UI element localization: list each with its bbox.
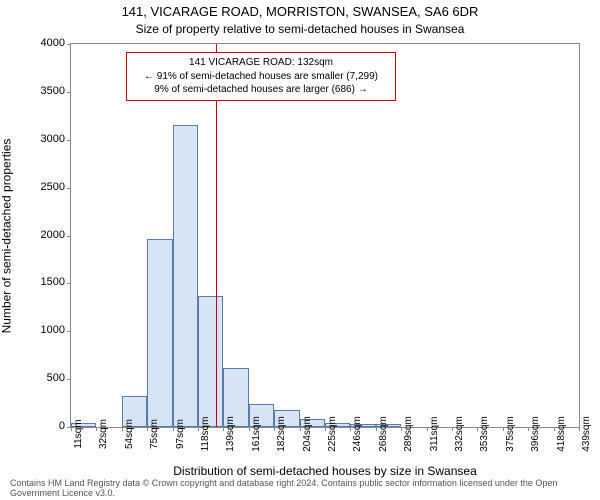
x-tick-label: 118sqm: [200, 417, 211, 452]
y-tick-label: 2000: [25, 229, 65, 241]
y-tick: [67, 140, 71, 141]
x-tick: [198, 427, 199, 431]
x-tick: [376, 427, 377, 431]
y-tick-label: 1000: [25, 324, 65, 336]
plot-area: 141 VICARAGE ROAD: 132sqm← 91% of semi-d…: [70, 43, 580, 428]
x-tick-label: 97sqm: [175, 419, 186, 449]
x-tick-label: 332sqm: [454, 416, 465, 452]
x-tick-label: 268sqm: [378, 416, 389, 452]
chart-page: { "chart": { "type": "histogram", "title…: [0, 0, 600, 500]
x-tick-label: 161sqm: [251, 416, 262, 452]
y-tick-label: 3000: [25, 133, 65, 145]
y-tick-label: 3500: [25, 85, 65, 97]
x-tick: [325, 427, 326, 431]
y-axis-label: Number of semi-detached properties: [0, 138, 13, 333]
x-tick-label: 289sqm: [403, 416, 414, 452]
annotation-line: ← 91% of semi-detached houses are smalle…: [129, 70, 393, 84]
x-tick-label: 246sqm: [352, 416, 363, 452]
x-axis-label: Distribution of semi-detached houses by …: [70, 464, 580, 478]
x-tick-label: 311sqm: [429, 417, 440, 452]
x-tick-label: 11sqm: [73, 419, 84, 448]
x-tick: [122, 427, 123, 431]
annotation-line: 9% of semi-detached houses are larger (6…: [129, 83, 393, 97]
y-tick: [67, 188, 71, 189]
y-tick: [67, 331, 71, 332]
y-tick: [67, 283, 71, 284]
x-tick-label: 139sqm: [225, 416, 236, 452]
x-tick: [300, 427, 301, 431]
reference-line: [216, 44, 217, 427]
x-tick-label: 32sqm: [98, 419, 109, 449]
chart-subtitle: Size of property relative to semi-detach…: [0, 22, 600, 36]
y-tick: [67, 44, 71, 45]
y-tick-label: 2500: [25, 181, 65, 193]
annotation-line: 141 VICARAGE ROAD: 132sqm: [129, 56, 393, 70]
histogram-bar: [198, 296, 223, 427]
x-tick-label: 204sqm: [302, 416, 313, 452]
x-tick-label: 375sqm: [505, 416, 516, 452]
x-tick: [579, 427, 580, 431]
x-tick: [173, 427, 174, 431]
x-tick-label: 439sqm: [581, 416, 592, 452]
x-tick-label: 418sqm: [556, 416, 567, 452]
x-tick: [249, 427, 250, 431]
y-tick-label: 4000: [25, 37, 65, 49]
y-tick-label: 1500: [25, 276, 65, 288]
y-tick: [67, 92, 71, 93]
x-tick: [452, 427, 453, 431]
x-tick-label: 225sqm: [327, 416, 338, 452]
histogram-bar: [147, 239, 172, 427]
annotation-box: 141 VICARAGE ROAD: 132sqm← 91% of semi-d…: [126, 52, 396, 101]
y-axis-label-container: Number of semi-detached properties: [0, 43, 16, 428]
y-tick: [67, 236, 71, 237]
x-tick: [427, 427, 428, 431]
x-tick: [71, 427, 72, 431]
x-tick-label: 353sqm: [479, 416, 490, 452]
y-tick-label: 0: [25, 420, 65, 432]
chart-title: 141, VICARAGE ROAD, MORRISTON, SWANSEA, …: [0, 4, 600, 19]
x-tick-label: 182sqm: [276, 416, 287, 452]
x-tick: [554, 427, 555, 431]
y-tick-label: 500: [25, 372, 65, 384]
y-tick: [67, 379, 71, 380]
attribution-text: Contains HM Land Registry data © Crown c…: [10, 478, 590, 498]
x-tick-label: 75sqm: [149, 419, 160, 449]
x-tick-label: 54sqm: [124, 419, 135, 449]
histogram-bar: [173, 125, 198, 427]
x-tick-label: 396sqm: [530, 416, 541, 452]
x-tick: [503, 427, 504, 431]
